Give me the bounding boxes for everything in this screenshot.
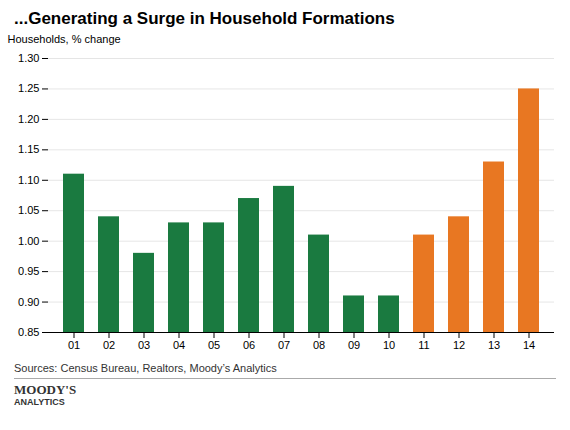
svg-text:1.20: 1.20 — [18, 113, 39, 125]
svg-text:03: 03 — [138, 339, 150, 351]
svg-text:02: 02 — [103, 339, 115, 351]
svg-text:04: 04 — [173, 339, 185, 351]
svg-text:10: 10 — [383, 339, 395, 351]
html-text:ANALYTICS: ANALYTICS — [14, 397, 65, 407]
svg-text:14: 14 — [523, 339, 535, 351]
svg-text:1.05: 1.05 — [18, 204, 39, 216]
svg-text:06: 06 — [243, 339, 255, 351]
svg-text:07: 07 — [278, 339, 290, 351]
html-text:Sources: Census Bureau, Realto: Sources: Census Bureau, Realtors, Moody’… — [14, 362, 277, 374]
svg-text:1.10: 1.10 — [18, 174, 39, 186]
svg-text:0.90: 0.90 — [18, 296, 39, 308]
html-text:...Generating a Surge in House: ...Generating a Surge in Household Forma… — [14, 9, 395, 28]
svg-text:11: 11 — [418, 339, 429, 351]
html-text:MOODY'S: MOODY'S — [14, 382, 77, 397]
svg-text:13: 13 — [488, 339, 500, 351]
svg-text:1.30: 1.30 — [18, 52, 39, 64]
svg-text:1.25: 1.25 — [18, 82, 39, 94]
svg-text:1.15: 1.15 — [18, 143, 39, 155]
svg-text:0.95: 0.95 — [18, 265, 39, 277]
svg-text:09: 09 — [348, 339, 360, 351]
svg-text:12: 12 — [453, 339, 465, 351]
svg-text:05: 05 — [208, 339, 220, 351]
svg-text:1.00: 1.00 — [18, 235, 39, 247]
svg-text:08: 08 — [313, 339, 325, 351]
svg-text:0.85: 0.85 — [18, 326, 39, 338]
svg-text:01: 01 — [68, 339, 80, 351]
svg-text:Households, % change: Households, % change — [8, 33, 121, 45]
